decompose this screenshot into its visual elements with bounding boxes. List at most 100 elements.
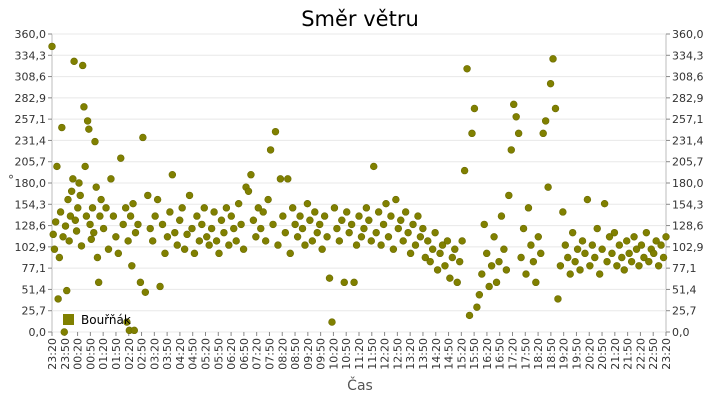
data-point [347,220,356,229]
data-point [384,233,393,241]
data-point [640,253,648,262]
y-tick-label-right: 180,0 [672,177,704,190]
x-tick-label: 03:20 [148,338,161,370]
data-point [88,204,97,212]
data-point [80,103,88,111]
data-point [286,249,294,258]
data-point [623,237,631,245]
x-tick-label: 06:20 [225,338,238,370]
data-point [595,270,604,278]
x-tick-label: 01:20 [97,338,110,370]
data-point [136,278,145,287]
data-point [615,241,624,249]
y-tick-label: 128,6 [15,220,47,233]
data-point [158,220,167,229]
data-point [139,133,147,142]
data-point [608,249,616,258]
data-point [207,224,216,233]
data-point [451,245,459,253]
data-point [431,228,439,237]
x-tick-label: 06:50 [238,338,251,370]
x-tick-label: 19:50 [570,338,583,370]
data-point [573,245,582,253]
data-point [77,242,86,250]
data-point [564,253,572,262]
x-tick-label: 09:20 [302,338,315,370]
data-point [171,228,179,237]
x-tick-label: 00:20 [72,338,85,370]
data-point [458,237,466,245]
data-point [517,253,525,262]
y-tick-label-right: 77,1 [672,262,697,275]
data-point [441,262,449,270]
y-tick-label: 25,7 [22,305,47,318]
data-point [343,208,351,216]
y-tick-label: 231,4 [15,134,47,147]
data-point [546,79,555,88]
data-point [163,233,172,241]
data-point [468,129,476,138]
x-tick-label: 04:20 [174,338,187,370]
data-point [81,162,89,171]
y-tick-label-right: 205,7 [672,156,704,169]
x-tick-label: 15:20 [455,338,468,370]
data-point [107,175,115,183]
data-point [63,286,71,295]
x-tick-label: 13:20 [404,338,417,370]
data-point [123,318,131,326]
data-point [244,187,253,195]
data-point [659,253,668,262]
data-point [90,228,98,237]
data-point [129,199,137,208]
data-point [370,162,378,171]
data-point [492,278,501,287]
legend-label: Bouřňák [81,313,131,327]
data-point [483,249,491,258]
data-point [222,204,231,212]
data-point [522,270,530,278]
data-point [156,282,164,291]
data-point [642,228,651,237]
data-point [54,295,62,303]
data-point [261,237,270,245]
y-tick-label-right: 231,4 [672,134,704,147]
data-point [618,253,626,262]
x-tick-label: 12:20 [379,338,392,370]
data-point [424,237,432,245]
data-point [627,257,636,266]
data-point [446,274,454,282]
data-point [276,175,285,183]
data-point [436,249,444,258]
x-tick-label: 17:50 [519,338,532,370]
data-point [313,228,321,237]
data-point [193,212,201,220]
data-point [173,241,181,249]
data-point [279,212,287,220]
x-tick-label: 23:20 [660,338,673,370]
x-tick-label: 07:20 [251,338,264,370]
data-point [556,262,565,270]
x-tick-label: 14:50 [443,338,456,370]
data-point [551,104,560,113]
data-point [367,237,375,245]
x-tick-label: 12:50 [391,338,404,370]
data-point [352,241,361,249]
x-tick-label: 09:50 [315,338,328,370]
data-point [514,129,523,138]
y-tick-label: 205,7 [15,156,47,169]
data-point [53,162,61,171]
y-tick-label-right: 334,3 [672,49,704,62]
data-point [453,278,461,287]
x-tick-label: 15:50 [468,338,481,370]
data-point [293,233,302,241]
data-point [438,241,447,249]
x-tick-label: 04:50 [187,338,200,370]
data-point [284,175,292,183]
legend: Bouřňák [63,313,131,327]
y-tick-label-right: 102,9 [672,241,704,254]
x-tick-label: 23:50 [59,338,72,370]
data-point [411,241,420,249]
data-point [561,241,570,249]
data-point [345,228,353,237]
